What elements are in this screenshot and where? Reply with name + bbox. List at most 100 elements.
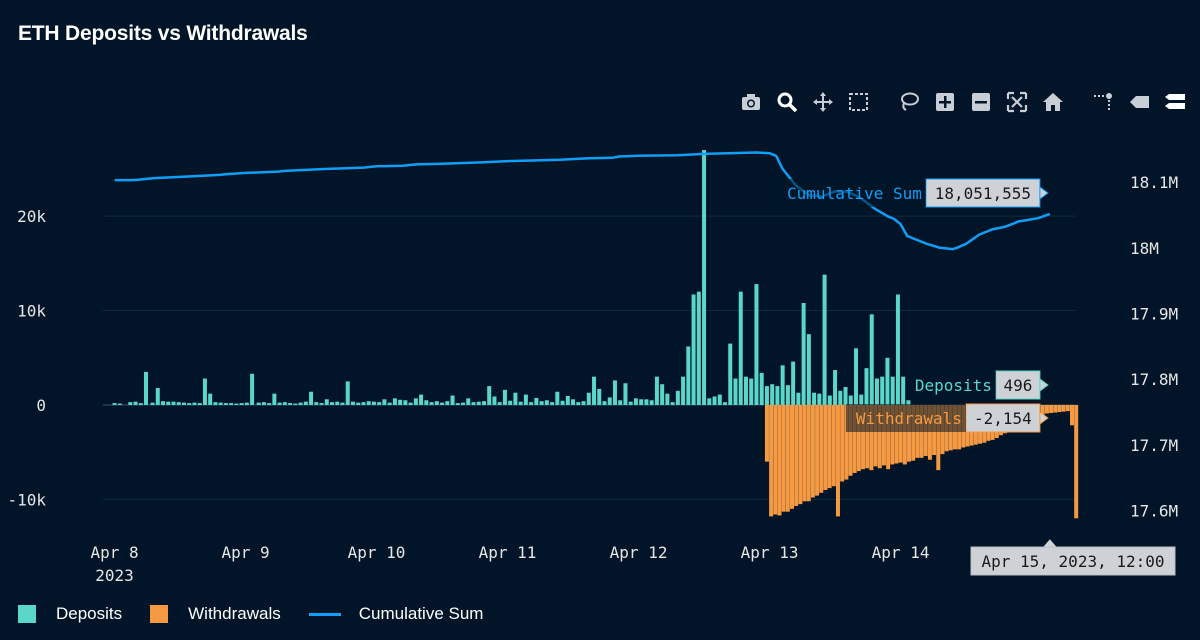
hover-name-box	[775, 179, 926, 207]
deposit-bar	[743, 376, 748, 405]
deposit-bar	[859, 394, 864, 405]
x-tick-label: Apr 12	[610, 543, 668, 562]
legend-label: Withdrawals	[188, 604, 281, 623]
withdrawal-bar	[894, 404, 899, 464]
hover-value: -2,154	[974, 409, 1032, 428]
deposit-bar	[885, 357, 890, 405]
deposit-bar	[309, 391, 314, 405]
withdrawal-bar	[902, 404, 907, 465]
x-tick-label: Apr 13	[741, 543, 799, 562]
autoscale-icon[interactable]	[1004, 90, 1030, 114]
withdrawal-bar	[790, 404, 795, 509]
hover-name: Cumulative Sum	[787, 184, 922, 203]
deposit-bar	[356, 402, 361, 405]
deposit-bar	[502, 389, 507, 405]
legend-item-withdrawals[interactable]: Withdrawals	[150, 604, 281, 624]
deposit-bar	[256, 402, 261, 405]
zoom-out-icon[interactable]	[968, 90, 994, 114]
box-select-icon[interactable]	[846, 90, 872, 114]
deposit-bar	[244, 402, 249, 405]
withdrawal-bar	[890, 404, 895, 465]
deposit-bar	[340, 402, 345, 405]
deposit-bar	[481, 401, 486, 405]
deposit-bar	[171, 401, 176, 405]
deposit-bar	[197, 403, 202, 405]
deposit-bar	[749, 378, 754, 405]
deposit-bar	[571, 399, 576, 405]
reset-axes-icon[interactable]	[1040, 90, 1066, 114]
deposit-bar	[592, 376, 597, 405]
deposit-bar	[371, 401, 376, 405]
deposit-bar	[628, 401, 633, 405]
legend-label: Deposits	[56, 604, 123, 623]
deposit-bar	[434, 401, 439, 405]
withdrawal-bar	[781, 404, 786, 512]
hover-name-box	[905, 371, 996, 399]
deposit-bar	[487, 386, 492, 405]
deposit-bar	[817, 393, 822, 405]
deposit-bar	[267, 403, 272, 405]
deposit-bar	[901, 376, 906, 405]
deposit-bar	[759, 372, 764, 405]
deposit-bar	[508, 400, 513, 405]
legend-item-cumulative-sum[interactable]: Cumulative Sum	[308, 604, 483, 624]
deposit-bar	[670, 402, 675, 405]
withdrawal-bar	[936, 404, 941, 471]
withdrawal-bar	[1065, 404, 1070, 412]
deposit-bar	[419, 394, 424, 405]
lasso-select-icon[interactable]	[896, 90, 922, 114]
withdrawal-bar	[873, 404, 878, 467]
deposit-bar	[133, 401, 138, 405]
withdrawal-bar	[785, 404, 790, 512]
deposit-bar	[398, 399, 403, 405]
legend-item-deposits[interactable]: Deposits	[18, 604, 122, 624]
spike-lines-icon[interactable]	[1090, 90, 1116, 114]
withdrawal-bar	[823, 404, 828, 490]
deposit-bar	[639, 399, 644, 405]
hover-value-box	[995, 370, 1041, 400]
deposit-bar	[717, 394, 722, 405]
withdrawal-bar	[831, 404, 836, 487]
deposit-bar	[649, 400, 654, 405]
deposit-bar	[801, 303, 806, 405]
withdrawal-bar	[819, 404, 824, 493]
deposit-bar	[874, 378, 879, 405]
deposit-bar	[712, 396, 717, 405]
deposit-bar	[812, 392, 817, 405]
legend-swatch-withdrawals	[150, 605, 169, 623]
withdrawal-bar	[907, 404, 912, 462]
deposit-bar	[775, 386, 780, 405]
zoom-icon[interactable]	[774, 90, 800, 114]
pan-icon[interactable]	[810, 90, 836, 114]
deposit-bar	[424, 400, 429, 405]
deposit-bar	[597, 388, 602, 405]
deposit-bar	[166, 401, 171, 405]
camera-icon[interactable]	[738, 90, 764, 114]
withdrawal-bar	[886, 404, 891, 470]
deposit-bar	[806, 334, 811, 405]
deposit-bar	[633, 398, 638, 405]
deposit-bar	[314, 402, 319, 405]
withdrawal-bar	[1053, 404, 1058, 413]
deposit-bar	[319, 403, 324, 405]
hover-compare-icon[interactable]	[1162, 90, 1188, 114]
deposit-bar	[681, 376, 686, 405]
y-left-tick-label: -10k	[7, 490, 46, 509]
deposit-bar	[544, 400, 549, 405]
hover-x-text: Apr 15, 2023, 12:00	[981, 552, 1164, 571]
y-right-tick-label: 17.8M	[1130, 370, 1178, 389]
deposit-bar	[607, 397, 612, 405]
deposit-bar	[770, 384, 775, 405]
zoom-in-icon[interactable]	[932, 90, 958, 114]
deposit-bar	[518, 401, 523, 405]
withdrawal-bar	[773, 404, 778, 515]
deposit-bar	[497, 402, 502, 405]
hover-value: 18,051,555	[935, 184, 1031, 203]
deposit-bar	[707, 398, 712, 405]
hover-label-deposits: 496 Deposits	[905, 370, 1049, 400]
hover-closest-icon[interactable]	[1126, 90, 1152, 114]
deposit-bar	[838, 390, 843, 405]
legend-swatch-deposits	[18, 605, 36, 623]
deposit-bar	[691, 294, 696, 405]
